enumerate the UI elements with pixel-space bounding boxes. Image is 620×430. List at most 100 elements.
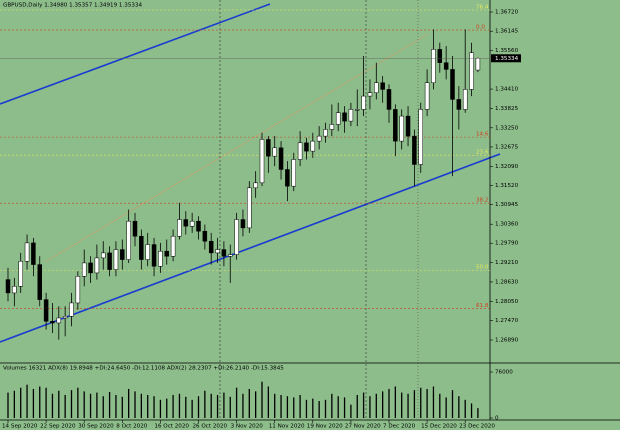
x-tick-label: 7 Dec 2020 (383, 424, 416, 430)
y-tick-label: 1.29790 (495, 241, 519, 247)
candle-body (31, 242, 36, 265)
candle-body (62, 316, 68, 319)
candle-body (285, 169, 290, 187)
candle-body (12, 286, 17, 294)
y-tick-label: 1.29210 (495, 260, 519, 266)
candle-body (475, 58, 481, 71)
fibo-line (44, 33, 429, 263)
upper-trendline (0, 3, 271, 105)
candle-body (291, 159, 296, 187)
level-label: 14.6 (476, 132, 489, 138)
candle-body (361, 95, 366, 110)
candle-body (405, 115, 411, 137)
volume-tick-label: 0 (495, 416, 499, 422)
chart-title: GBPUSD,Daily 1.34980 1.35357 1.34919 1.3… (3, 3, 143, 9)
candle-body (329, 124, 335, 130)
y-tick-label: 1.36145 (495, 29, 519, 35)
y-tick-label: 1.32090 (495, 164, 519, 170)
candle-body (456, 99, 462, 110)
candle-body (24, 242, 30, 262)
y-tick-label: 1.34410 (495, 87, 519, 93)
candle-body (215, 249, 220, 254)
y-tick-label: 1.32675 (495, 144, 519, 150)
candle-body (386, 89, 392, 110)
candle-body (374, 82, 379, 94)
candle-body (355, 109, 360, 111)
candle-body (120, 249, 125, 260)
level-label: 23.6 (476, 150, 489, 156)
candle-body (462, 89, 468, 110)
x-tick-label: 23 Dec 2020 (459, 424, 495, 430)
candle-body (101, 252, 106, 259)
x-tick-label: 16 Oct 2020 (154, 424, 189, 430)
y-tick-label: 1.28050 (495, 299, 519, 305)
candle-body (37, 264, 42, 300)
candle-body (50, 321, 55, 324)
candle-body (437, 49, 443, 63)
candle-body (221, 249, 227, 257)
channel (0, 0, 501, 420)
candle-body (158, 250, 163, 267)
volume-tick-label: 76000 (495, 370, 513, 376)
candle-body (43, 299, 49, 322)
x-tick-label: 27 Nov 2020 (345, 424, 381, 430)
y-tick-label: 1.26890 (495, 337, 519, 343)
candle-body (139, 235, 144, 260)
current-price-box (491, 54, 521, 63)
candle-body (412, 135, 417, 165)
candle-body (107, 252, 112, 270)
candle-body (272, 147, 277, 157)
candle-body (202, 230, 208, 242)
candle-body (304, 142, 309, 152)
candle-body (18, 260, 23, 287)
level-label: 61.8 (476, 303, 489, 309)
candle-body (316, 135, 322, 142)
level-label: 0.0 (476, 25, 485, 31)
current-price-label: 1.35334 (495, 56, 519, 62)
y-tick-label: 1.30360 (495, 222, 519, 228)
x-tick-label: 19 Nov 2020 (307, 424, 343, 430)
y-tick-label: 1.30945 (495, 202, 519, 208)
candle-body (81, 262, 87, 277)
candle-body (240, 219, 246, 229)
candle-body (310, 140, 316, 152)
candle-body (253, 182, 258, 189)
candle-body (450, 69, 455, 100)
level-label: 38.2 (476, 198, 488, 204)
candle-body (380, 82, 385, 90)
candle-body (335, 112, 341, 125)
candle-body (126, 220, 131, 260)
level-label: 50.0 (476, 265, 489, 271)
x-tick-label: 15 Dec 2020 (421, 424, 457, 430)
candle-body (88, 262, 93, 274)
candle-body (393, 109, 398, 142)
y-tick-label: 1.33825 (495, 106, 519, 112)
y-tick-label: 1.28630 (495, 279, 519, 285)
y-tick-label: 1.31520 (495, 183, 519, 189)
candle-body (164, 250, 169, 257)
candle-body (424, 82, 430, 110)
candle-body (170, 235, 176, 257)
candle-body (69, 302, 74, 317)
candle-body (5, 279, 11, 294)
x-tick-label: 26 Oct 2020 (193, 424, 228, 430)
x-tick-label: 11 Nov 2020 (269, 424, 305, 430)
x-tick-label: 8 Oct 2020 (116, 424, 147, 430)
candle-body (266, 139, 271, 157)
candle-body (208, 240, 214, 254)
candle-body (228, 254, 233, 257)
candle-body (348, 109, 354, 122)
candle-body (189, 220, 195, 227)
y-tick-label: 1.27470 (495, 318, 519, 324)
candle-body (247, 187, 252, 229)
candle-body (132, 220, 138, 237)
candle-body (145, 244, 150, 260)
candle-body (278, 147, 284, 170)
candle-body (196, 220, 201, 232)
candle-body (418, 109, 423, 165)
candle-body (399, 115, 404, 142)
candle-body (234, 219, 239, 255)
y-tick-label: 1.36720 (495, 10, 519, 16)
